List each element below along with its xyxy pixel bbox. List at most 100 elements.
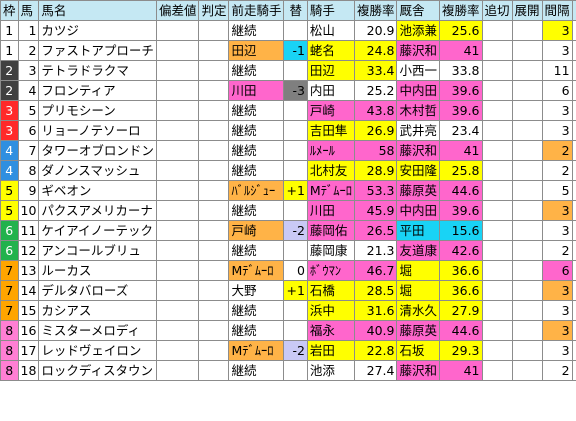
arrow-cell[interactable] [571, 80, 576, 101]
tenkai-cell[interactable] [511, 180, 543, 201]
trainer-rate-cell[interactable]: 41 [439, 360, 483, 381]
kae-cell[interactable] [283, 300, 308, 321]
trainer-rate-cell[interactable]: 25.8 [439, 160, 483, 181]
interval-cell[interactable]: 3 [541, 100, 573, 121]
hantei-cell[interactable] [198, 80, 230, 101]
prev-jockey-cell[interactable]: 継続 [228, 100, 285, 121]
waku-cell[interactable]: 7 [0, 260, 19, 281]
horse-name-cell[interactable]: ファストアプローチ [38, 40, 157, 61]
kae-cell[interactable]: 0 [283, 260, 308, 281]
oikiri-cell[interactable] [481, 200, 513, 221]
hantei-cell[interactable] [198, 340, 230, 361]
prev-jockey-cell[interactable]: 継続 [228, 240, 285, 261]
kae-cell[interactable] [283, 200, 308, 221]
tenkai-cell[interactable] [511, 320, 543, 341]
oikiri-cell[interactable] [481, 40, 513, 61]
kae-cell[interactable]: -1 [283, 40, 308, 61]
hensa-cell[interactable] [155, 320, 200, 341]
arrow-cell[interactable] [571, 280, 576, 301]
hantei-cell[interactable] [198, 320, 230, 341]
jockey-cell[interactable]: 藤岡康 [306, 240, 355, 261]
kae-cell[interactable]: -3 [283, 80, 308, 101]
jockey-cell[interactable]: 内田 [306, 80, 355, 101]
tenkai-cell[interactable] [511, 160, 543, 181]
kae-cell[interactable]: +1 [283, 280, 308, 301]
oikiri-cell[interactable] [481, 280, 513, 301]
hantei-cell[interactable] [198, 260, 230, 281]
arrow-cell[interactable] [571, 300, 576, 321]
trainer-cell[interactable]: 藤沢和 [396, 360, 440, 381]
horse-name-cell[interactable]: タワーオブロンドン [38, 140, 157, 161]
interval-cell[interactable]: 3 [541, 120, 573, 141]
trainer-rate-cell[interactable]: 41 [439, 140, 483, 161]
horse-number-cell[interactable]: 1 [17, 20, 40, 41]
header-waku[interactable]: 枠 [0, 0, 19, 21]
header-trainer-rate[interactable]: 複勝率 [439, 0, 483, 21]
interval-cell[interactable]: 11 [541, 60, 573, 81]
prev-jockey-cell[interactable]: 戸崎 [228, 220, 285, 241]
arrow-cell[interactable] [571, 100, 576, 121]
hensa-cell[interactable] [155, 220, 200, 241]
jockey-cell[interactable]: 池添 [306, 360, 355, 381]
prev-jockey-cell[interactable]: Mﾃﾞﾑｰﾛ [228, 260, 285, 281]
waku-cell[interactable]: 4 [0, 140, 19, 161]
waku-cell[interactable]: 8 [0, 320, 19, 341]
oikiri-cell[interactable] [481, 180, 513, 201]
hantei-cell[interactable] [198, 300, 230, 321]
arrow-cell[interactable] [571, 320, 576, 341]
jockey-cell[interactable]: 福永 [306, 320, 355, 341]
horse-number-cell[interactable]: 17 [17, 340, 40, 361]
header-uma[interactable]: 馬 [17, 0, 40, 21]
interval-cell[interactable]: 2 [541, 360, 573, 381]
hensa-cell[interactable] [155, 120, 200, 141]
hensa-cell[interactable] [155, 160, 200, 181]
hensa-cell[interactable] [155, 60, 200, 81]
oikiri-cell[interactable] [481, 320, 513, 341]
horse-name-cell[interactable]: ダノンスマッシュ [38, 160, 157, 181]
horse-name-cell[interactable]: ミスターメロディ [38, 320, 157, 341]
jockey-cell[interactable]: ﾙﾒｰﾙ [306, 140, 355, 161]
tenkai-cell[interactable] [511, 340, 543, 361]
prev-jockey-cell[interactable]: 川田 [228, 80, 285, 101]
trainer-rate-cell[interactable]: 29.3 [439, 340, 483, 361]
tenkai-cell[interactable] [511, 240, 543, 261]
tenkai-cell[interactable] [511, 280, 543, 301]
jockey-cell[interactable]: 松山 [306, 20, 355, 41]
jockey-rate-cell[interactable]: 58 [353, 140, 398, 161]
jockey-rate-cell[interactable]: 22.8 [353, 340, 398, 361]
horse-number-cell[interactable]: 3 [17, 60, 40, 81]
trainer-rate-cell[interactable]: 39.6 [439, 100, 483, 121]
prev-jockey-cell[interactable]: 大野 [228, 280, 285, 301]
tenkai-cell[interactable] [511, 40, 543, 61]
prev-jockey-cell[interactable]: 継続 [228, 120, 285, 141]
prev-jockey-cell[interactable]: 継続 [228, 200, 285, 221]
arrow-cell[interactable] [571, 360, 576, 381]
trainer-cell[interactable]: 藤原英 [396, 320, 440, 341]
horse-number-cell[interactable]: 2 [17, 40, 40, 61]
kae-cell[interactable]: -2 [283, 220, 308, 241]
horse-number-cell[interactable]: 13 [17, 260, 40, 281]
header-interval[interactable]: 間隔 [541, 0, 573, 21]
hensa-cell[interactable] [155, 40, 200, 61]
oikiri-cell[interactable] [481, 100, 513, 121]
kae-cell[interactable] [283, 360, 308, 381]
waku-cell[interactable]: 2 [0, 80, 19, 101]
hantei-cell[interactable] [198, 100, 230, 121]
jockey-rate-cell[interactable]: 24.8 [353, 40, 398, 61]
waku-cell[interactable]: 7 [0, 280, 19, 301]
hensa-cell[interactable] [155, 240, 200, 261]
horse-name-cell[interactable]: レッドヴェイロン [38, 340, 157, 361]
trainer-cell[interactable]: 安田隆 [396, 160, 440, 181]
interval-cell[interactable]: 3 [541, 300, 573, 321]
jockey-cell[interactable]: 藤岡佑 [306, 220, 355, 241]
trainer-cell[interactable]: 石坂 [396, 340, 440, 361]
jockey-rate-cell[interactable]: 27.4 [353, 360, 398, 381]
trainer-cell[interactable]: 友道康 [396, 240, 440, 261]
horse-name-cell[interactable]: アンコールブリュ [38, 240, 157, 261]
trainer-rate-cell[interactable]: 44.6 [439, 180, 483, 201]
arrow-cell[interactable] [571, 260, 576, 281]
hantei-cell[interactable] [198, 220, 230, 241]
waku-cell[interactable]: 7 [0, 300, 19, 321]
jockey-rate-cell[interactable]: 26.5 [353, 220, 398, 241]
kae-cell[interactable]: +1 [283, 180, 308, 201]
